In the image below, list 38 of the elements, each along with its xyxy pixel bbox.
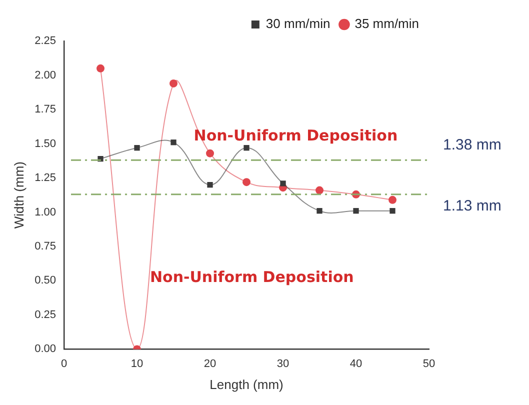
point bbox=[280, 180, 286, 186]
point bbox=[388, 196, 396, 204]
x-tick-label: 30 bbox=[276, 358, 290, 370]
annotation: Non-Uniform Deposition bbox=[194, 126, 398, 144]
legend-label: 30 mm/min bbox=[266, 16, 330, 32]
point bbox=[242, 178, 251, 186]
y-tick-label: 0.75 bbox=[34, 240, 56, 252]
y-axis-title: Width (mm) bbox=[11, 162, 26, 229]
x-tick-label: 0 bbox=[60, 358, 68, 370]
point bbox=[316, 208, 322, 214]
point bbox=[316, 186, 324, 194]
point bbox=[390, 208, 396, 214]
point bbox=[96, 64, 105, 72]
ref-line-label: 1.38 mm bbox=[443, 136, 502, 154]
ref-line-label: 1.13 mm bbox=[443, 198, 502, 215]
x-tick-label: 10 bbox=[130, 358, 144, 370]
point bbox=[170, 140, 176, 146]
point bbox=[134, 145, 140, 151]
point bbox=[244, 145, 250, 151]
x-axis-title: Length (mm) bbox=[210, 376, 284, 392]
point bbox=[206, 149, 214, 158]
annotation: Non-Uniform Deposition bbox=[150, 268, 354, 286]
y-tick-label: 0.50 bbox=[34, 274, 56, 287]
point bbox=[170, 79, 178, 88]
y-tick-label: 1.00 bbox=[34, 206, 56, 218]
legend-label: 35 mm/min bbox=[354, 16, 420, 32]
x-tick-label: 20 bbox=[204, 358, 216, 370]
y-tick-label: 1.25 bbox=[34, 172, 56, 184]
y-tick-label: 1.50 bbox=[34, 138, 56, 150]
y-tick-label: 2.00 bbox=[34, 69, 56, 82]
point bbox=[207, 182, 213, 188]
y-tick-label: 0.00 bbox=[34, 343, 56, 356]
y-tick-label: 0.25 bbox=[34, 308, 56, 321]
x-tick-label: 50 bbox=[422, 358, 436, 370]
x-tick-label: 40 bbox=[350, 358, 362, 370]
point bbox=[353, 208, 359, 214]
y-tick-label: 1.75 bbox=[34, 104, 56, 116]
y-tick-label: 2.25 bbox=[34, 35, 56, 48]
